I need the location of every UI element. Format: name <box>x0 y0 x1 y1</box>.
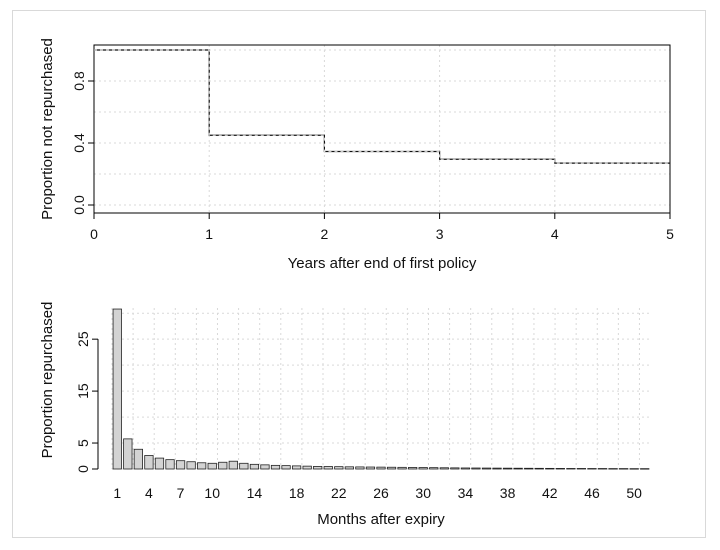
y-tick-label: 0.8 <box>71 71 87 91</box>
y-axis: 0.0 0.4 0.8 <box>71 71 95 215</box>
x-tick-label: 4 <box>551 226 559 242</box>
survival-step-chart: 0.0 0.4 0.8 0 1 2 3 4 5 Years after end of firs… <box>39 38 674 272</box>
x-tick-label: 2 <box>321 226 329 242</box>
x-axis: 0 1 2 3 4 5 <box>90 212 674 242</box>
x-axis-title: Years after end of first policy <box>288 255 477 272</box>
y-tick-label: 0.0 <box>71 195 87 215</box>
survival-step-line-dashes <box>94 49 670 164</box>
x-tick-label: 5 <box>666 226 674 242</box>
x-tick-label: 0 <box>90 226 98 242</box>
y-tick-label: 0.4 <box>71 133 87 153</box>
y-axis-title: Proportion not repurchased <box>39 38 56 220</box>
step-series <box>94 49 670 164</box>
plot-box <box>93 44 671 214</box>
x-tick-label: 1 <box>205 226 213 242</box>
grid <box>93 45 671 213</box>
survival-step-line <box>94 49 670 164</box>
x-tick-label: 3 <box>436 226 444 242</box>
